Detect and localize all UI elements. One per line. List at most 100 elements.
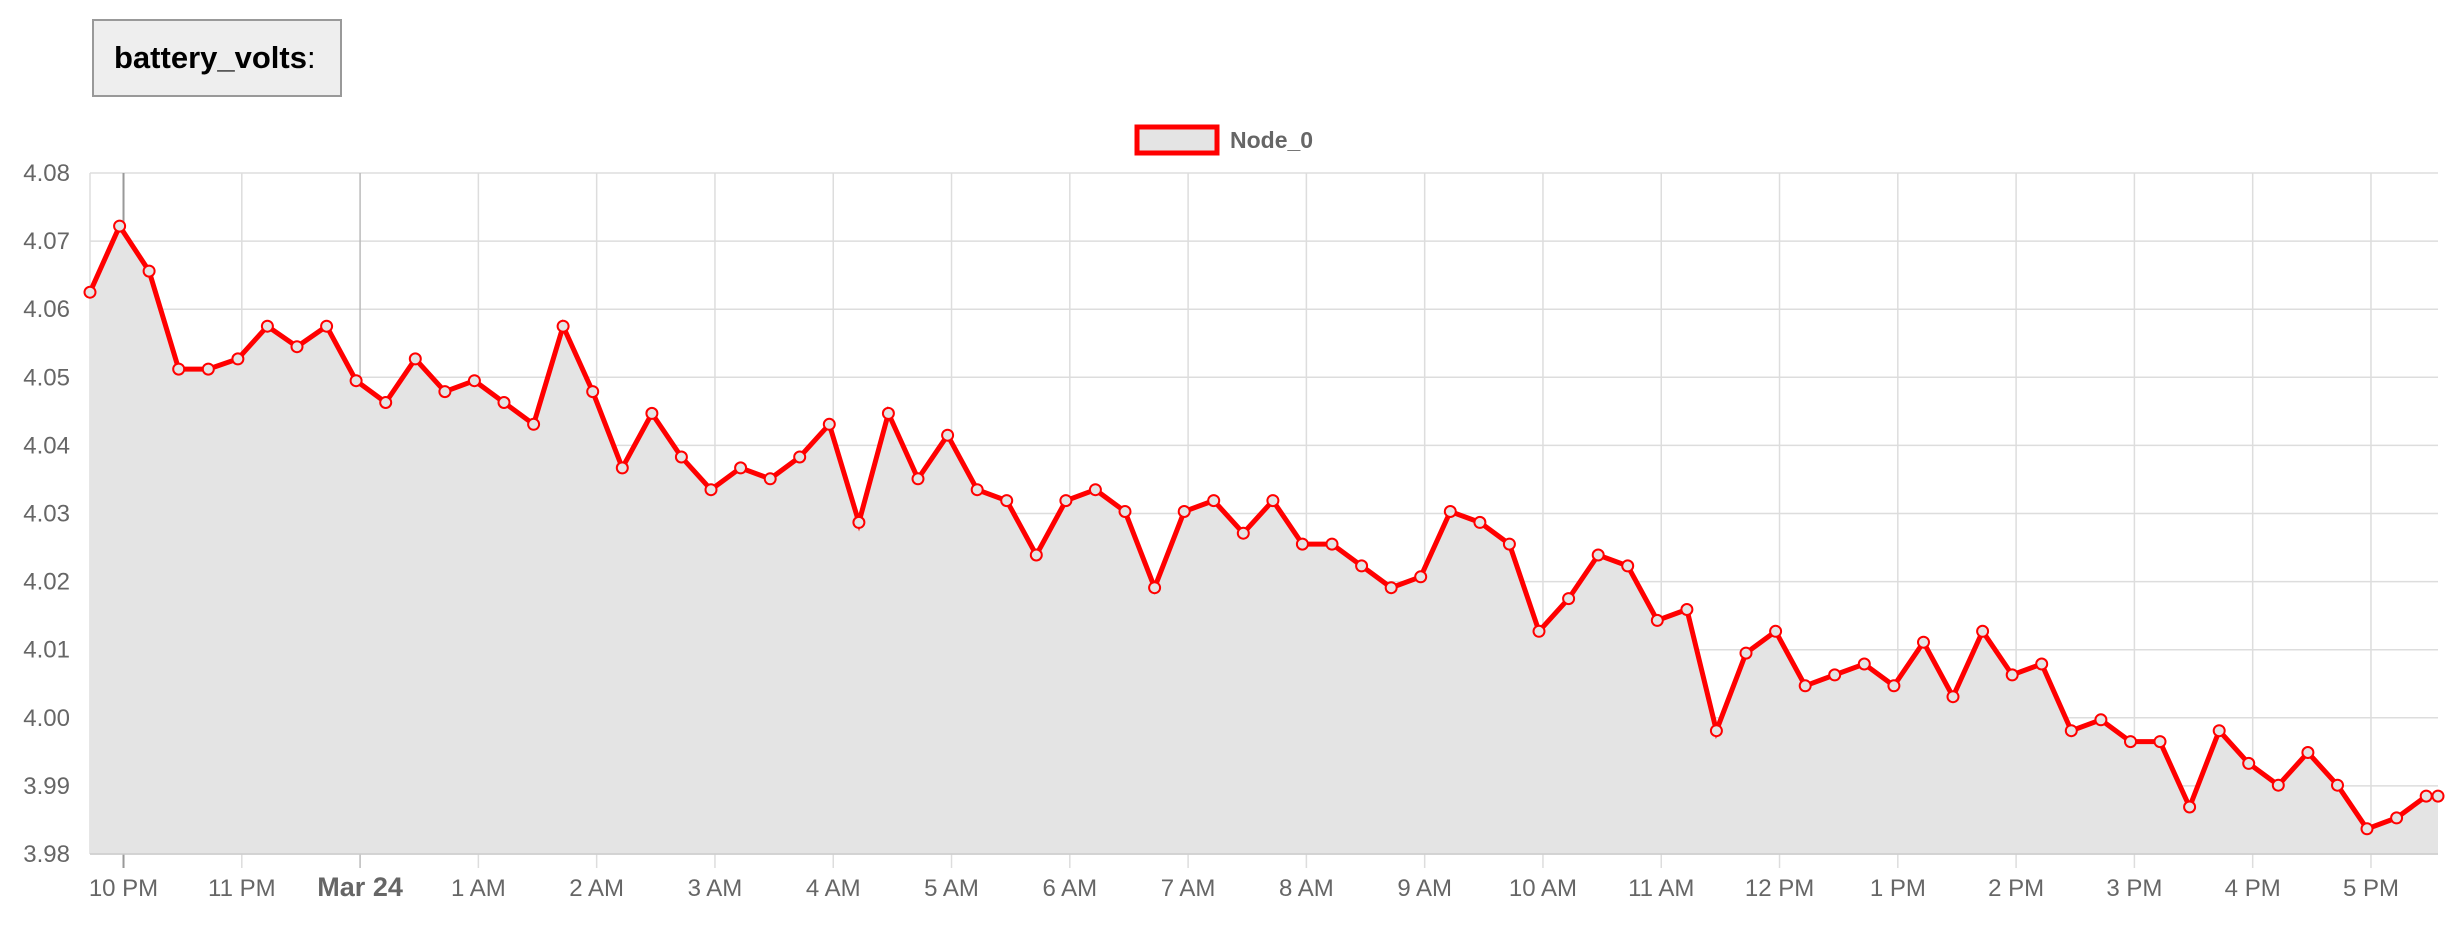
- x-tick-label: 8 AM: [1279, 875, 1334, 902]
- data-point[interactable]: [527, 417, 541, 431]
- data-point[interactable]: [1266, 494, 1280, 508]
- data-point[interactable]: [1562, 592, 1576, 606]
- data-point[interactable]: [1325, 537, 1339, 551]
- data-point[interactable]: [822, 417, 836, 431]
- data-point[interactable]: [1887, 679, 1901, 693]
- data-point[interactable]: [1473, 515, 1487, 529]
- data-point[interactable]: [2242, 756, 2256, 770]
- data-point[interactable]: [1857, 657, 1871, 671]
- data-point[interactable]: [1917, 635, 1930, 649]
- data-point[interactable]: [172, 362, 186, 376]
- data-point[interactable]: [1059, 494, 1073, 508]
- data-point[interactable]: [1029, 548, 1043, 562]
- data-point[interactable]: [142, 264, 156, 278]
- x-tick-label: Mar 24: [317, 872, 403, 902]
- data-point[interactable]: [1621, 559, 1635, 573]
- data-point[interactable]: [83, 285, 97, 299]
- data-point[interactable]: [1414, 570, 1428, 584]
- data-point[interactable]: [615, 461, 629, 475]
- data-point[interactable]: [2212, 724, 2226, 738]
- data-point[interactable]: [2271, 778, 2285, 792]
- data-point[interactable]: [1798, 679, 1812, 693]
- data-point[interactable]: [2124, 735, 2137, 749]
- data-point[interactable]: [1088, 483, 1102, 497]
- data-point[interactable]: [1118, 505, 1132, 518]
- data-point[interactable]: [1709, 724, 1723, 738]
- data-point[interactable]: [1207, 494, 1221, 508]
- data-point[interactable]: [2419, 789, 2433, 803]
- data-point[interactable]: [1384, 581, 1398, 595]
- data-point[interactable]: [941, 428, 955, 442]
- legend-swatch-node-0[interactable]: [1134, 124, 1220, 156]
- series-fill: [90, 226, 2438, 855]
- data-point[interactable]: [911, 472, 925, 486]
- data-point[interactable]: [1946, 690, 1960, 704]
- data-point[interactable]: [1295, 537, 1309, 551]
- data-point[interactable]: [586, 385, 600, 399]
- data-point[interactable]: [231, 352, 245, 366]
- legend-label-node-0[interactable]: Node_0: [1230, 127, 1313, 153]
- y-tick-label: 4.03: [23, 501, 70, 528]
- data-point[interactable]: [2301, 746, 2315, 759]
- x-tick-label: 11 PM: [208, 875, 276, 902]
- data-point[interactable]: [2035, 657, 2049, 671]
- data-point[interactable]: [763, 472, 777, 486]
- data-point[interactable]: [2431, 789, 2445, 803]
- data-point[interactable]: [1828, 668, 1842, 682]
- data-point[interactable]: [1591, 548, 1605, 562]
- data-point[interactable]: [1177, 505, 1191, 518]
- x-tick-label: 12 PM: [1745, 875, 1814, 902]
- data-point[interactable]: [2390, 811, 2404, 825]
- data-point[interactable]: [1355, 559, 1369, 573]
- x-tick-label: 4 AM: [806, 875, 861, 902]
- data-point[interactable]: [1502, 537, 1516, 551]
- data-point[interactable]: [438, 385, 452, 399]
- axes: 4.08 4.07 4.06 4.05 4.04 4.03 4.02 4.01 4.00 3.99…: [23, 160, 2438, 902]
- data-point[interactable]: [467, 374, 481, 388]
- data-point[interactable]: [2360, 822, 2374, 836]
- data-point[interactable]: [2064, 724, 2078, 738]
- data-point[interactable]: [793, 450, 807, 464]
- data-point[interactable]: [556, 319, 570, 333]
- data-point[interactable]: [1532, 624, 1546, 638]
- data-point[interactable]: [2005, 668, 2019, 682]
- data-point[interactable]: [1769, 624, 1783, 638]
- data-point[interactable]: [2094, 713, 2108, 727]
- data-point[interactable]: [881, 406, 895, 420]
- data-point[interactable]: [2183, 800, 2197, 814]
- data-point[interactable]: [970, 483, 984, 497]
- data-point[interactable]: [260, 319, 274, 333]
- data-point[interactable]: [645, 406, 659, 420]
- chart-title-box: battery_volts:: [92, 19, 342, 97]
- data-point[interactable]: [2331, 778, 2344, 792]
- data-point[interactable]: [290, 340, 304, 354]
- data-point[interactable]: [1443, 505, 1457, 518]
- data-point[interactable]: [1000, 494, 1014, 508]
- data-point[interactable]: [320, 319, 334, 333]
- data-point[interactable]: [113, 219, 127, 233]
- x-tick-label: 2 PM: [1988, 875, 2044, 902]
- data-point[interactable]: [734, 461, 748, 475]
- data-point[interactable]: [674, 450, 688, 464]
- data-point[interactable]: [379, 396, 393, 409]
- data-point[interactable]: [704, 483, 718, 497]
- x-tick-label: 9 AM: [1397, 875, 1452, 902]
- y-tick-label: 3.98: [23, 841, 70, 868]
- x-tick-label: 3 PM: [2106, 875, 2162, 902]
- data-point[interactable]: [1650, 613, 1664, 627]
- data-point[interactable]: [852, 515, 866, 529]
- data-point[interactable]: [1236, 526, 1250, 540]
- data-point[interactable]: [201, 362, 215, 376]
- data-point[interactable]: [1976, 624, 1990, 638]
- data-point[interactable]: [408, 352, 422, 366]
- data-point[interactable]: [1680, 603, 1694, 616]
- legend[interactable]: Node_0: [1134, 124, 1313, 156]
- data-point[interactable]: [1148, 581, 1162, 595]
- data-point[interactable]: [1739, 646, 1753, 660]
- data-point[interactable]: [2153, 735, 2167, 749]
- data-point[interactable]: [497, 396, 511, 409]
- x-tick-label: 1 AM: [451, 875, 506, 902]
- x-tick-label: 10 PM: [89, 875, 158, 902]
- data-point[interactable]: [349, 374, 363, 388]
- y-tick-label: 4.02: [23, 569, 70, 596]
